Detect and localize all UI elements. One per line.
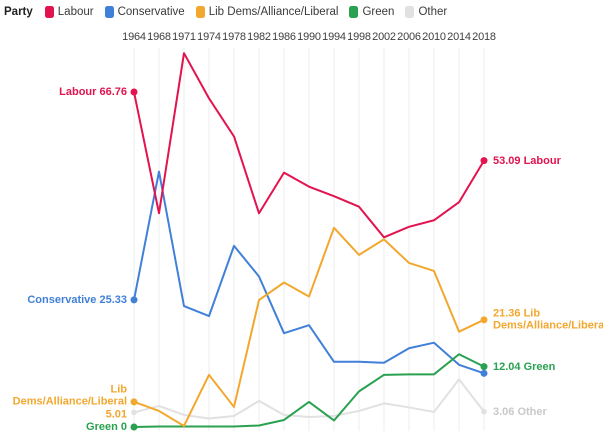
x-tick-label: 2006	[397, 31, 421, 43]
x-tick-label: 1998	[347, 31, 371, 43]
annotation-end-other: 3.06 Other	[493, 405, 547, 418]
legend-label: Labour	[57, 6, 94, 18]
legend-label: Other	[418, 6, 448, 18]
legend-item-lib-dems-alliance-liberal: Lib Dems/Alliance/Liberal	[195, 6, 339, 18]
x-tick-label: 2010	[422, 31, 446, 43]
legend-swatch-conservative	[104, 6, 114, 18]
legend-item-labour: Labour	[44, 6, 94, 18]
x-tick-label: 2014	[447, 31, 471, 43]
series-start-dot-labour	[130, 88, 138, 96]
x-tick-label: 1968	[147, 31, 171, 43]
x-tick-label: 1994	[322, 31, 346, 43]
annotation-end-lib-dems-alliance-liberal: 21.36 Lib Dems/Alliance/Liberal	[493, 307, 603, 332]
legend-swatch-green	[349, 6, 359, 18]
annotation-start-lib-dems-alliance-liberal: Lib Dems/Alliance/Liberal 5.01	[12, 383, 127, 421]
series-line-lib-dems-alliance-liberal	[133, 226, 485, 427]
annotation-end-labour: 53.09 Labour	[493, 154, 561, 167]
series-start-dot-conservative	[130, 296, 138, 304]
x-tick-label: 1986	[272, 31, 296, 43]
legend: Party Labour Conservative Lib Dems/Allianc…	[4, 6, 447, 18]
series-line-other	[133, 378, 485, 420]
series-end-dot-conservative	[480, 369, 488, 377]
x-tick-label: 1971	[172, 31, 196, 43]
series-line-green	[133, 353, 485, 428]
x-tick-label: 1974	[197, 31, 221, 43]
x-tick-label: 2018	[472, 31, 496, 43]
x-tick-label: 1964	[122, 31, 146, 43]
x-tick-label: 1982	[247, 31, 271, 43]
legend-item-conservative: Conservative	[104, 6, 185, 18]
legend-label: Green	[362, 6, 395, 18]
x-tick-label: 2002	[372, 31, 396, 43]
series-end-dot-lib-dems-alliance-liberal	[480, 316, 488, 324]
series-start-dot-other	[131, 409, 137, 416]
series-line-conservative	[133, 170, 485, 375]
series-start-dot-green	[130, 423, 138, 431]
legend-item-other: Other	[405, 6, 447, 18]
series-end-dot-labour	[480, 157, 488, 165]
legend-title: Party	[4, 6, 33, 18]
legend-label: Lib Dems/Alliance/Liberal	[208, 6, 339, 18]
annotation-end-green: 12.04 Green	[493, 360, 556, 373]
legend-swatch-lib-dems-alliance-liberal	[195, 6, 205, 18]
x-tick-label: 1978	[222, 31, 246, 43]
series-line-labour	[133, 52, 485, 239]
annotation-start-green: Green 0	[86, 420, 127, 433]
legend-item-green: Green	[349, 6, 394, 18]
legend-swatch-labour	[44, 6, 54, 18]
series-end-dot-green	[480, 363, 488, 371]
annotation-start-conservative: Conservative 25.33	[27, 293, 127, 306]
series-start-dot-lib-dems-alliance-liberal	[130, 398, 138, 406]
legend-label: Conservative	[117, 6, 185, 18]
series-end-dot-other	[481, 408, 487, 415]
annotation-start-labour: Labour 66.76	[59, 85, 127, 98]
legend-swatch-other	[405, 6, 415, 18]
x-tick-label: 1990	[297, 31, 321, 43]
